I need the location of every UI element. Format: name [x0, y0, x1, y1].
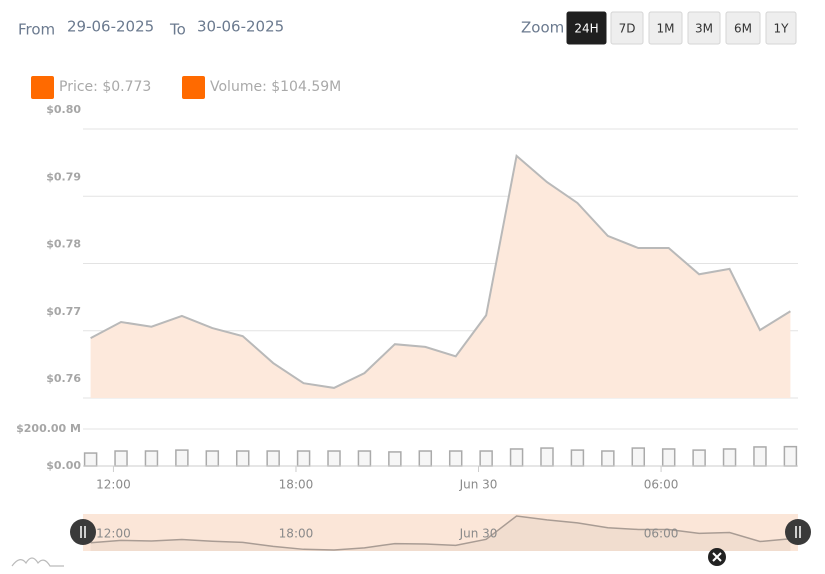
volume-bar [205, 450, 220, 467]
zoom-button-bg[interactable] [687, 11, 721, 45]
volume-bar [327, 450, 341, 467]
zoom-button-label[interactable]: 1Y [774, 22, 790, 36]
legend-item[interactable]: Volume: $104.59M [182, 76, 341, 99]
x-tick-label: 06:00 [644, 478, 679, 492]
y-tick-label: $0.77 [46, 305, 81, 318]
zoom-button-bg[interactable] [725, 11, 761, 45]
volume-bar [388, 451, 402, 467]
x-tick-label: Jun 30 [459, 478, 498, 492]
zoom-button[interactable]: 6M [725, 11, 761, 45]
zoom-button-label[interactable]: 24H [574, 22, 598, 36]
volume-bar [296, 450, 311, 467]
legend-swatch[interactable] [31, 76, 54, 99]
legend-label[interactable]: Price: $0.773 [59, 79, 151, 95]
plot: $0.76 $0.77 $0.78 $0.79 $0.80 $0.00 $200.00 M 1… [16, 103, 798, 492]
zoom-button-bg[interactable] [610, 11, 644, 45]
zoom-buttons: 24H 7D 1M 3M 6M 1Y [566, 11, 797, 45]
volume-bar [661, 448, 676, 467]
zoom-button-bg[interactable] [765, 11, 797, 45]
volume-bar [266, 450, 280, 467]
zoom-button-label[interactable]: 6M [734, 22, 752, 36]
volume-bar [144, 450, 159, 467]
volume-bar [692, 449, 706, 467]
legend-swatch[interactable] [182, 76, 205, 99]
navigator-handle[interactable] [785, 519, 811, 545]
navigator-handle[interactable] [70, 519, 96, 545]
navigator: 12:00 18:00 Jun 30 06:00 [90, 515, 791, 551]
to-label: To [169, 21, 186, 39]
from-label: From [18, 21, 55, 39]
y-tick-label: $0.80 [46, 103, 81, 116]
y-tick-label: $0.79 [46, 170, 81, 183]
volume-bar [114, 450, 128, 467]
y-tick-label: $0.78 [46, 238, 81, 251]
volume-bar [722, 448, 737, 467]
zoom-button[interactable]: 1Y [765, 11, 797, 45]
volume-bar [83, 452, 98, 467]
volume-bar [418, 450, 433, 467]
volume-bar [509, 448, 524, 467]
to-date[interactable]: 30-06-2025 [197, 18, 284, 36]
y-tick-label: $0.00 [46, 459, 81, 472]
volume-bar [235, 450, 250, 467]
y-tick-label: $0.76 [46, 372, 81, 385]
close-button[interactable] [708, 548, 726, 566]
navigator-x-label: 12:00 [96, 527, 131, 541]
zoom-button-label[interactable]: 3M [695, 22, 713, 36]
volume-bar [540, 447, 554, 467]
legend-label[interactable]: Volume: $104.59M [210, 79, 341, 95]
zoom-button-bg[interactable] [566, 11, 607, 45]
price-area [90, 155, 791, 398]
volume-bar [448, 450, 463, 467]
legend-item[interactable]: Price: $0.773 [31, 76, 151, 99]
legend: Price: $0.773 Volume: $104.59M [31, 76, 341, 99]
zoom-button[interactable]: 3M [687, 11, 721, 45]
y-tick-label: $200.00 M [16, 422, 81, 435]
zoom-label: Zoom [521, 19, 564, 37]
zoom-button-bg[interactable] [648, 11, 683, 45]
navigator-area [90, 516, 791, 551]
x-tick-label: 12:00 [96, 478, 131, 492]
volume-bar [175, 449, 189, 467]
volume-bar [570, 449, 585, 467]
volume-bar [631, 447, 646, 467]
volume-bar [601, 450, 615, 467]
from-date[interactable]: 29-06-2025 [67, 18, 154, 36]
volume-bar [783, 445, 798, 467]
volume-bar [753, 446, 767, 467]
navigator-line [90, 515, 791, 551]
zoom-button[interactable]: 24H [566, 11, 607, 45]
navigator-x-label: 18:00 [279, 527, 314, 541]
price-line [90, 154, 791, 389]
navigator-x-label: 06:00 [644, 527, 679, 541]
volume-bar [479, 450, 493, 467]
x-tick-label: 18:00 [279, 478, 314, 492]
zoom-button-label[interactable]: 1M [657, 22, 675, 36]
volume-bar [357, 450, 372, 467]
logo [11, 557, 64, 567]
zoom-button[interactable]: 7D [610, 11, 644, 45]
zoom-button-label[interactable]: 7D [619, 22, 636, 36]
zoom-button[interactable]: 1M [648, 11, 683, 45]
navigator-x-label: Jun 30 [459, 527, 498, 541]
